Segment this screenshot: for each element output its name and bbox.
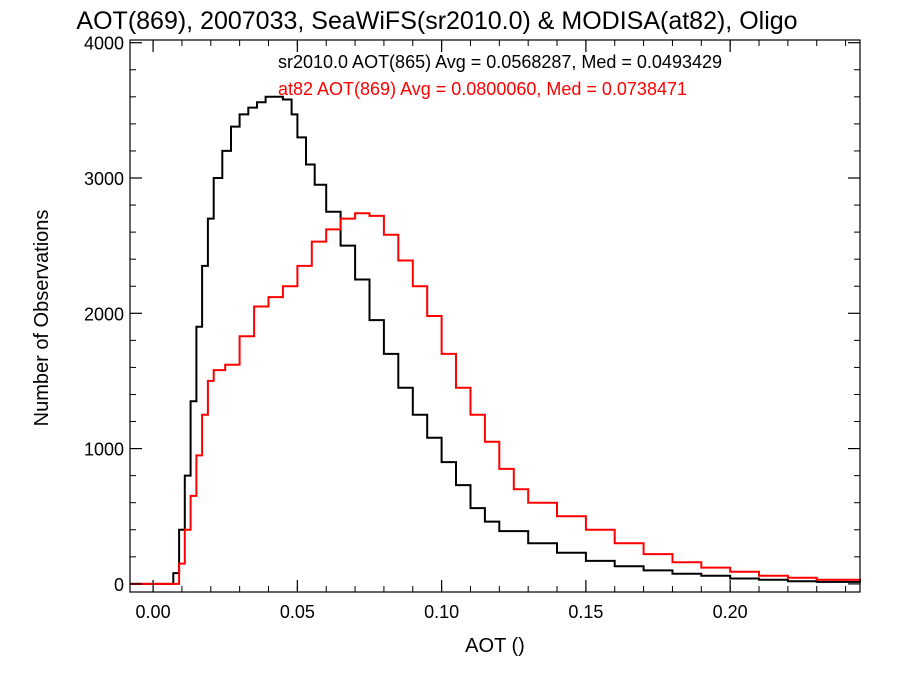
x-axis-label: AOT (): [465, 635, 525, 657]
x-tick-label: 0.00: [136, 602, 171, 622]
y-tick-label: 3000: [84, 169, 124, 189]
y-tick-label: 0: [114, 575, 124, 595]
y-axis-label: Number of Observations: [31, 210, 53, 427]
annotation-black-stats: sr2010.0 AOT(865) Avg = 0.0568287, Med =…: [278, 52, 722, 72]
x-tick-label: 0.05: [280, 602, 315, 622]
series-layer: [130, 95, 861, 585]
y-tick-label: 2000: [84, 304, 124, 324]
y-axis-ticks: 0 1000 2000 3000 4000: [84, 34, 860, 595]
y-tick-label: 1000: [84, 440, 124, 460]
series-line-1: [130, 212, 861, 585]
y-tick-label: 4000: [84, 34, 124, 54]
series-line-0: [130, 95, 861, 585]
x-tick-label: 0.15: [568, 602, 603, 622]
chart-title: AOT(869), 2007033, SeaWiFS(sr2010.0) & M…: [76, 7, 797, 35]
x-axis-ticks: 0.00 0.05 0.10 0.15 0.20: [136, 40, 847, 622]
plot-frame: [129, 39, 861, 593]
annotation-red-stats: at82 AOT(869) Avg = 0.0800060, Med = 0.0…: [278, 79, 687, 99]
x-tick-label: 0.20: [713, 602, 748, 622]
x-tick-label: 0.10: [424, 602, 459, 622]
